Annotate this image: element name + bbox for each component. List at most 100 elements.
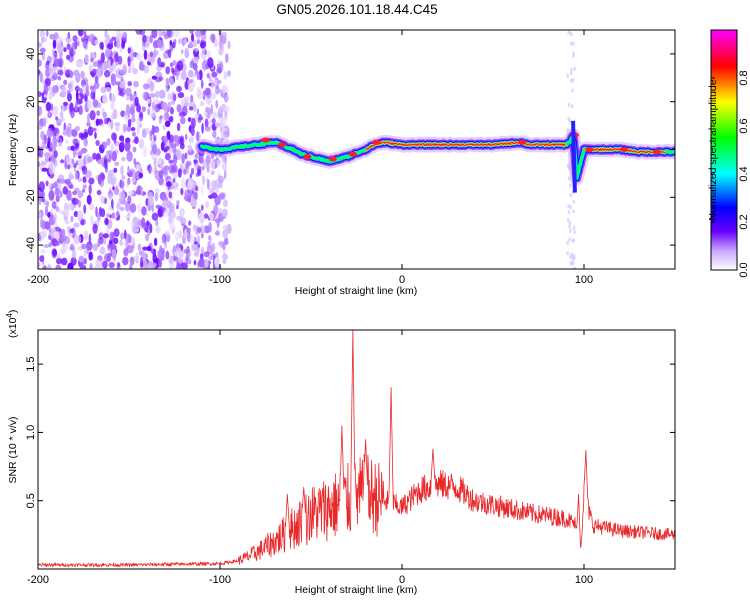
noise-blob [200,247,204,254]
noise-blob [206,50,211,58]
noise-blob [110,143,114,153]
noise-blob [143,222,148,232]
noise-blob [149,34,153,44]
streak-blob [572,209,575,214]
noise-blob [117,55,123,65]
noise-blob [189,30,194,34]
noise-blob [41,140,46,150]
streak-blob [567,30,570,35]
noise-blob [129,168,136,178]
noise-blob [86,249,90,255]
noise-blob [39,30,46,38]
noise-blob [69,184,74,189]
noise-blob [100,86,107,94]
noise-blob [78,177,82,182]
noise-blob [107,121,111,128]
spectrogram-marks [38,30,675,269]
noise-blob [104,197,107,205]
noise-blob [190,198,197,208]
noise-blob [193,56,199,65]
noise-blob [121,31,127,38]
noise-blob [219,193,226,200]
noise-blob [80,70,85,79]
noise-blob [137,203,142,214]
streak-blob [571,77,575,83]
noise-blob [134,136,139,145]
noise-blob [200,79,204,89]
noise-blob [48,109,51,117]
noise-blob [210,242,216,253]
noise-blob [186,169,189,175]
noise-blob [184,228,188,239]
noise-blob [61,246,66,255]
noise-blob [74,40,78,50]
noise-blob [48,164,53,176]
noise-blob [45,201,50,208]
noise-blob [188,220,192,226]
streak-blob [568,237,571,242]
noise-blob [152,258,159,264]
spectrogram-x-tick-label: 0 [399,274,405,286]
noise-blob [200,30,207,36]
noise-blob [158,76,164,81]
noise-blob [208,212,215,221]
snr-y-axis-label: SNR (10 * v/v) [7,416,19,483]
noise-blob [124,229,127,239]
noise-blob [165,81,170,93]
noise-blob [89,263,93,269]
noise-blob [95,140,100,146]
streak-blob [570,104,574,109]
noise-blob [187,79,190,84]
noise-blob [119,191,126,200]
noise-blob [81,243,87,250]
noise-blob [78,132,84,139]
noise-blob [133,158,136,165]
noise-blob [114,52,119,63]
noise-blob [38,142,41,147]
noise-blob [174,30,180,38]
noise-blob [169,224,176,231]
noise-blob [74,101,78,112]
noise-blob [121,175,126,180]
noise-blob [67,31,71,39]
noise-blob [141,106,146,113]
noise-blob [200,167,204,179]
noise-blob [132,131,136,137]
noise-blob [180,216,187,226]
noise-blob [51,90,55,97]
streak-blob [572,41,575,47]
noise-blob [119,179,125,189]
noise-blob [105,87,111,92]
noise-blob [135,164,141,172]
noise-blob [132,228,140,233]
noise-blob [153,157,157,167]
noise-blob [96,189,102,196]
noise-blob [46,264,52,269]
snr-x-tick-label: -200 [27,574,49,586]
noise-blob [151,30,158,39]
noise-blob [65,73,71,78]
noise-blob [60,234,67,242]
noise-blob [129,203,137,214]
noise-blob [39,72,44,83]
noise-blob [147,195,154,207]
noise-blob [75,90,79,101]
noise-blob [136,52,143,61]
noise-blob [44,152,51,158]
streak-blob [569,41,573,46]
noise-blob [153,134,157,142]
noise-blob [38,70,41,75]
noise-blob [40,249,46,254]
noise-blob [193,251,199,257]
noise-blob [45,205,48,216]
noise-blob [111,198,114,209]
streak-blob [573,229,576,235]
noise-blob [104,69,111,78]
noise-blob [47,140,51,149]
noise-blob [193,49,196,57]
noise-blob [45,101,52,112]
noise-blob [199,101,205,106]
noise-blob [175,264,182,269]
noise-blob [222,229,229,239]
noise-blob [75,149,78,156]
